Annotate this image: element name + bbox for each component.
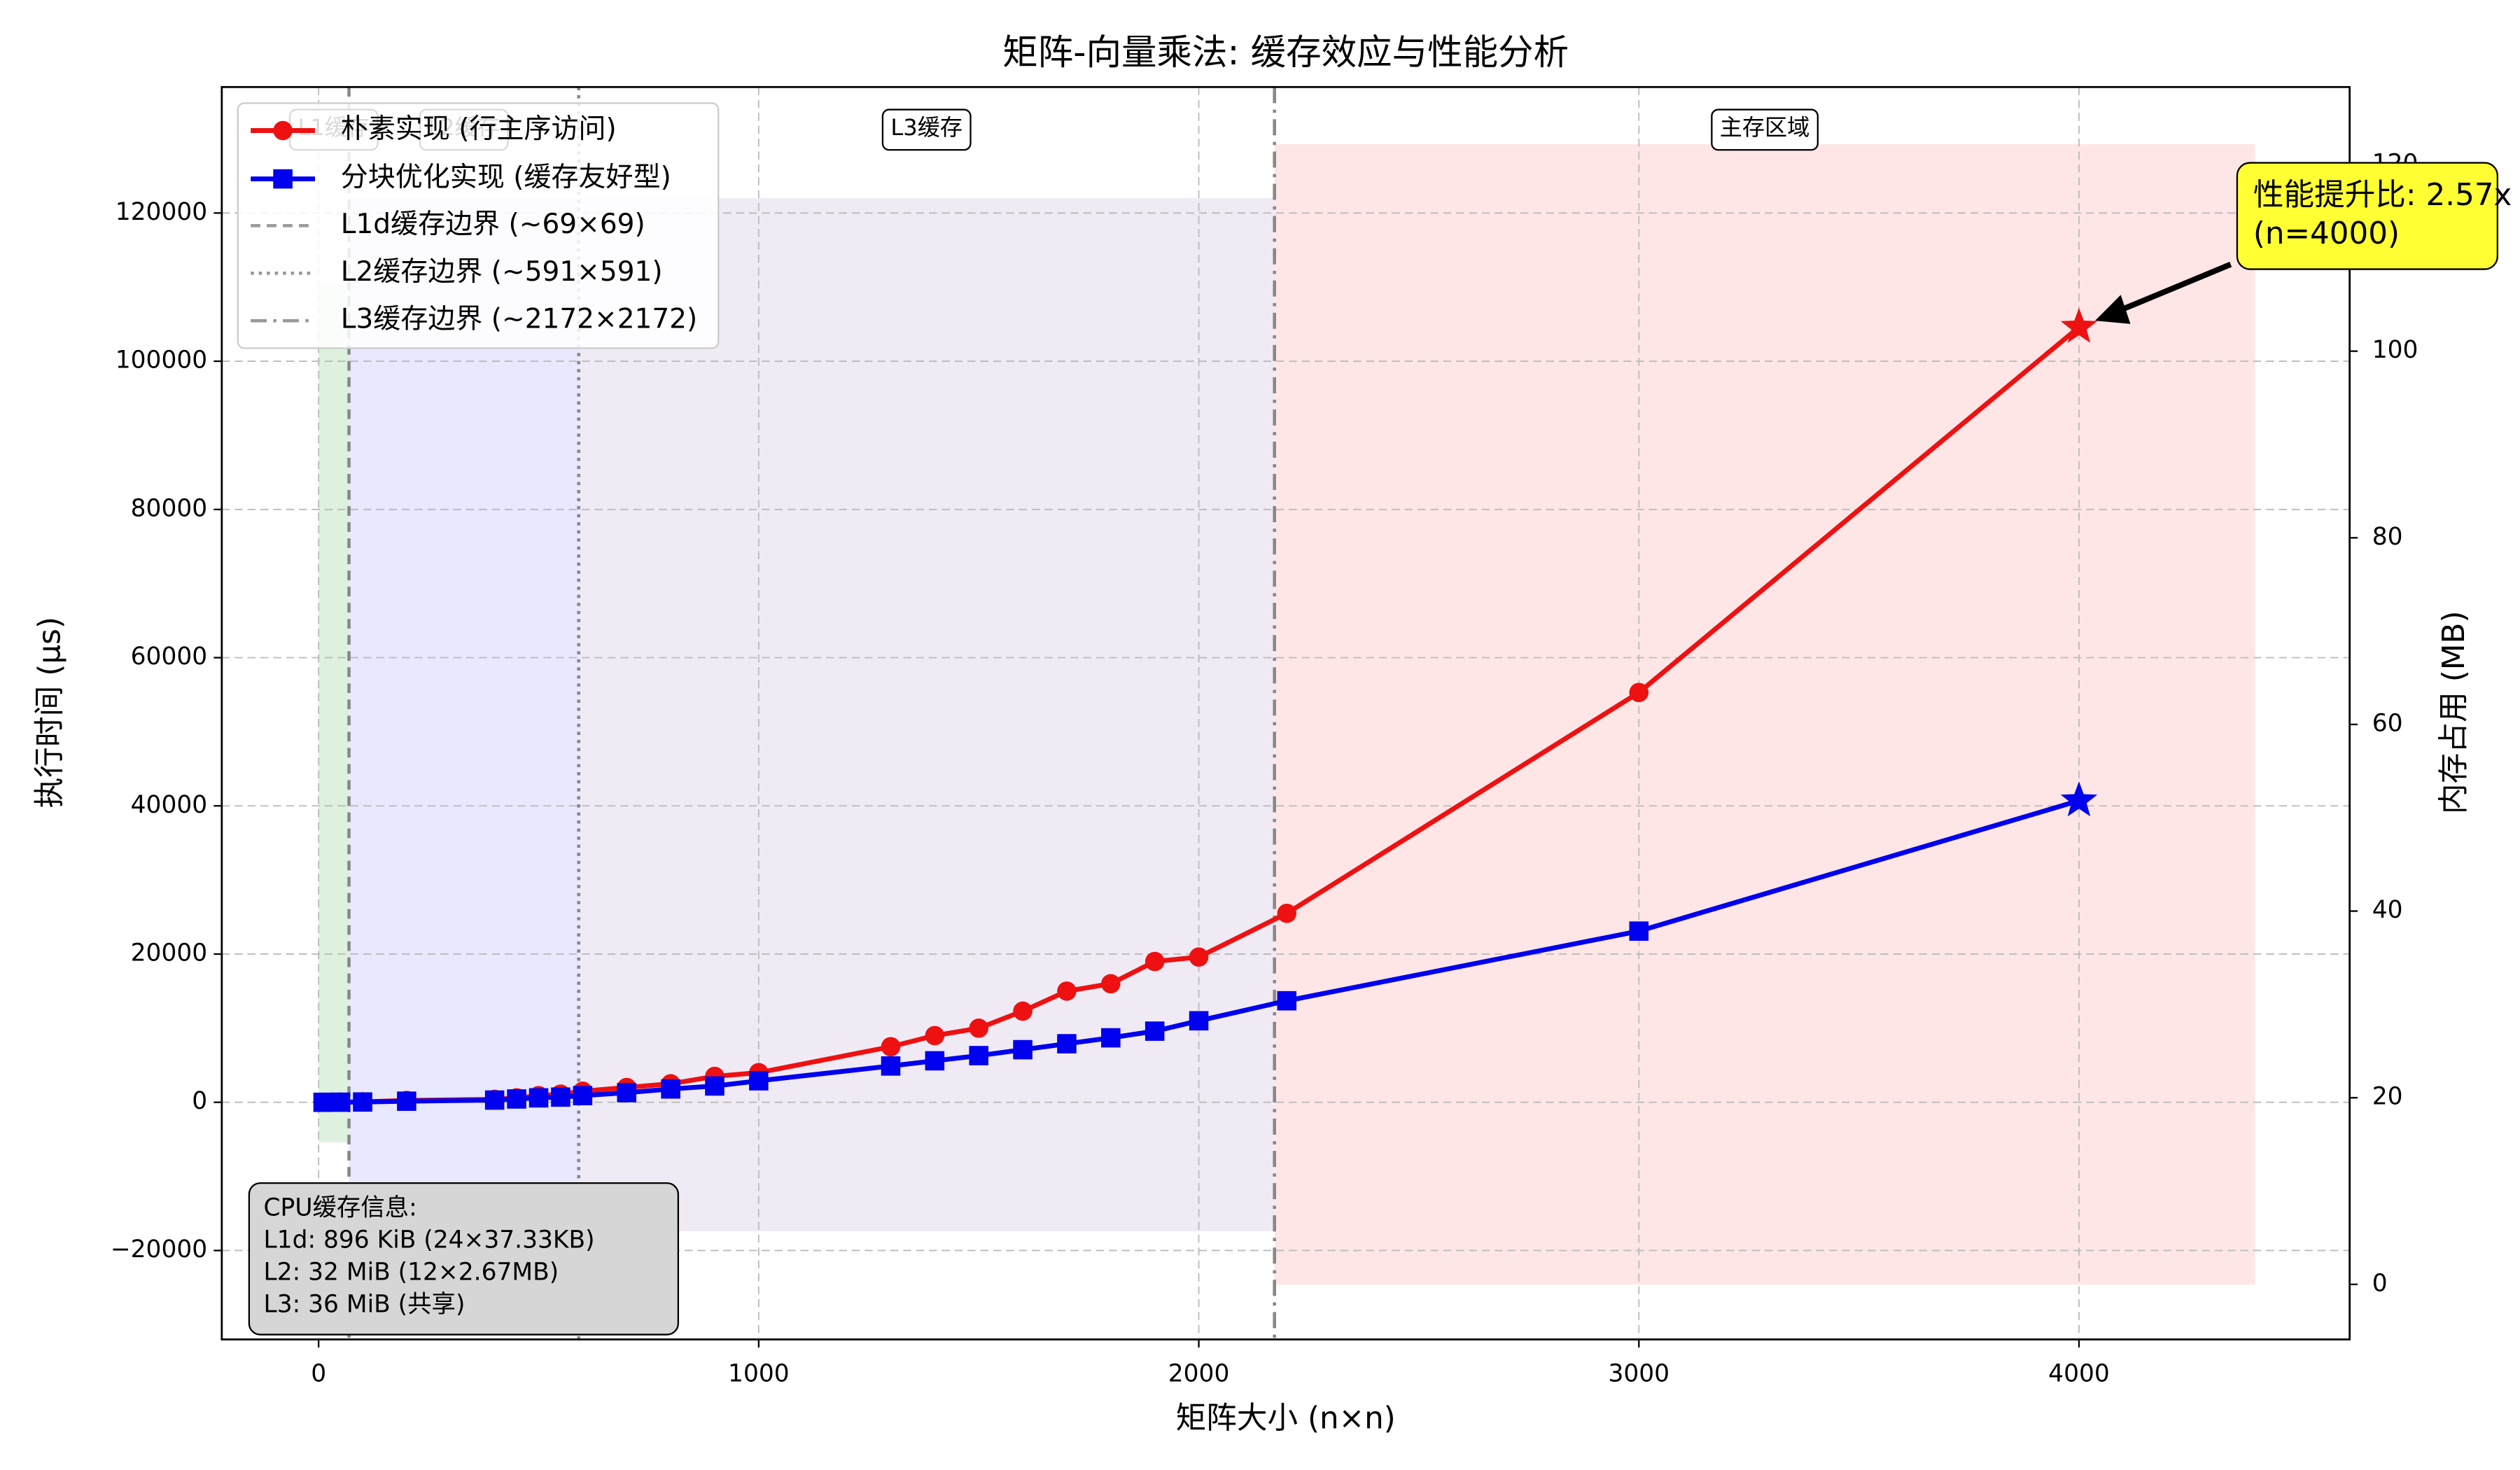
data-point xyxy=(551,1087,570,1107)
data-point xyxy=(1144,951,1165,972)
data-point xyxy=(661,1079,680,1099)
data-point xyxy=(1189,1011,1209,1031)
region-label-box: 主存区域 xyxy=(1711,108,1819,151)
annotation-arrowhead xyxy=(2094,295,2131,324)
legend-label: L3缓存边界 (~2172×2172) xyxy=(341,304,698,335)
y-tick-label: 100000 xyxy=(115,346,207,374)
data-point xyxy=(881,1056,901,1076)
data-point xyxy=(1629,921,1649,941)
x-tick-label: 3000 xyxy=(1608,1360,1670,1388)
data-point xyxy=(881,1037,901,1057)
info-box xyxy=(248,1182,680,1336)
x-tick-label: 0 xyxy=(311,1360,326,1388)
y2-axis-label: 内存占用 (MB) xyxy=(2436,610,2472,814)
data-point xyxy=(1189,947,1209,967)
y2-tick-label: 60 xyxy=(2372,709,2403,737)
data-point xyxy=(705,1076,724,1096)
cache-region xyxy=(578,198,1275,1231)
info-text: L3: 36 MiB (共享) xyxy=(264,1291,465,1319)
data-point xyxy=(969,1046,988,1065)
y-tick-label: −20000 xyxy=(111,1236,207,1264)
data-point xyxy=(2060,781,2098,817)
data-point xyxy=(1277,903,1297,923)
annotation-text: 性能提升比: 2.57x xyxy=(2253,177,2512,213)
data-point xyxy=(573,1086,593,1106)
legend-marker xyxy=(273,169,293,189)
y-axis-label: 执行时间 (µs) xyxy=(32,617,68,808)
plot-frame xyxy=(220,85,2351,1340)
x-tick-label: 1000 xyxy=(728,1360,790,1388)
data-point xyxy=(1277,990,1297,1011)
data-point xyxy=(1013,1040,1032,1060)
region-label: 主存区域 xyxy=(1720,114,1810,141)
chart-title: 矩阵-向量乘法: 缓存效应与性能分析 xyxy=(1002,31,1569,73)
data-point xyxy=(1144,1021,1165,1041)
data-point xyxy=(969,1018,988,1038)
cache-region xyxy=(1274,144,2255,1285)
annotation-arrow xyxy=(2113,261,2232,316)
y-tick-label: 60000 xyxy=(131,643,207,671)
data-point xyxy=(749,1071,769,1091)
y-tick-label: 0 xyxy=(192,1087,207,1115)
x-axis-label: 矩阵大小 (n×n) xyxy=(1176,1401,1396,1436)
data-point xyxy=(330,1092,351,1112)
data-point xyxy=(353,1092,372,1112)
annotation-text: (n=4000) xyxy=(2253,216,2400,251)
data-point xyxy=(313,1092,333,1112)
cache-region xyxy=(349,198,579,1231)
legend-box xyxy=(237,102,720,349)
data-point xyxy=(1057,981,1077,1001)
legend-marker xyxy=(273,120,293,141)
y2-tick-label: 0 xyxy=(2372,1269,2388,1297)
cache-region xyxy=(318,284,349,1142)
data-point xyxy=(925,1026,945,1046)
data-point xyxy=(507,1089,526,1109)
y-tick-label: 20000 xyxy=(131,939,207,967)
y-tick-label: 80000 xyxy=(131,494,207,522)
data-point xyxy=(617,1083,637,1102)
legend-label: L2缓存边界 (~591×591) xyxy=(341,256,663,288)
data-point xyxy=(2060,307,2098,343)
y2-tick-label: 40 xyxy=(2372,896,2403,924)
x-tick-label: 4000 xyxy=(2048,1360,2110,1388)
y-tick-label: 120000 xyxy=(115,198,207,226)
region-label-box: L3缓存 xyxy=(881,108,972,151)
data-point xyxy=(1101,1028,1121,1048)
legend-label: 朴素实现 (行主序访问) xyxy=(341,113,617,145)
data-point xyxy=(1629,682,1649,703)
region-label-bg xyxy=(1711,108,1819,151)
data-point xyxy=(1013,1001,1032,1021)
info-text: L1d: 896 KiB (24×37.33KB) xyxy=(264,1226,595,1254)
x-tick-label: 2000 xyxy=(1168,1360,1230,1388)
data-point xyxy=(528,1088,549,1108)
y-tick-label: 40000 xyxy=(131,791,207,819)
legend-label: L1d缓存边界 (~69×69) xyxy=(341,209,645,240)
y2-tick-label: 80 xyxy=(2372,523,2403,551)
info-text: L2: 32 MiB (12×2.67MB) xyxy=(264,1259,559,1287)
data-point xyxy=(1101,974,1121,994)
legend-label: 分块优化实现 (缓存友好型) xyxy=(341,162,671,193)
region-label-bg xyxy=(881,108,972,151)
region-label: L3缓存 xyxy=(890,114,962,141)
y2-tick-label: 20 xyxy=(2372,1083,2403,1111)
data-point xyxy=(484,1090,505,1110)
annotation-box xyxy=(2236,162,2499,270)
info-text: CPU缓存信息: xyxy=(264,1194,417,1222)
data-point xyxy=(925,1051,945,1071)
y2-tick-label: 100 xyxy=(2372,336,2418,364)
data-point xyxy=(1057,1034,1077,1054)
data-point xyxy=(397,1091,416,1111)
